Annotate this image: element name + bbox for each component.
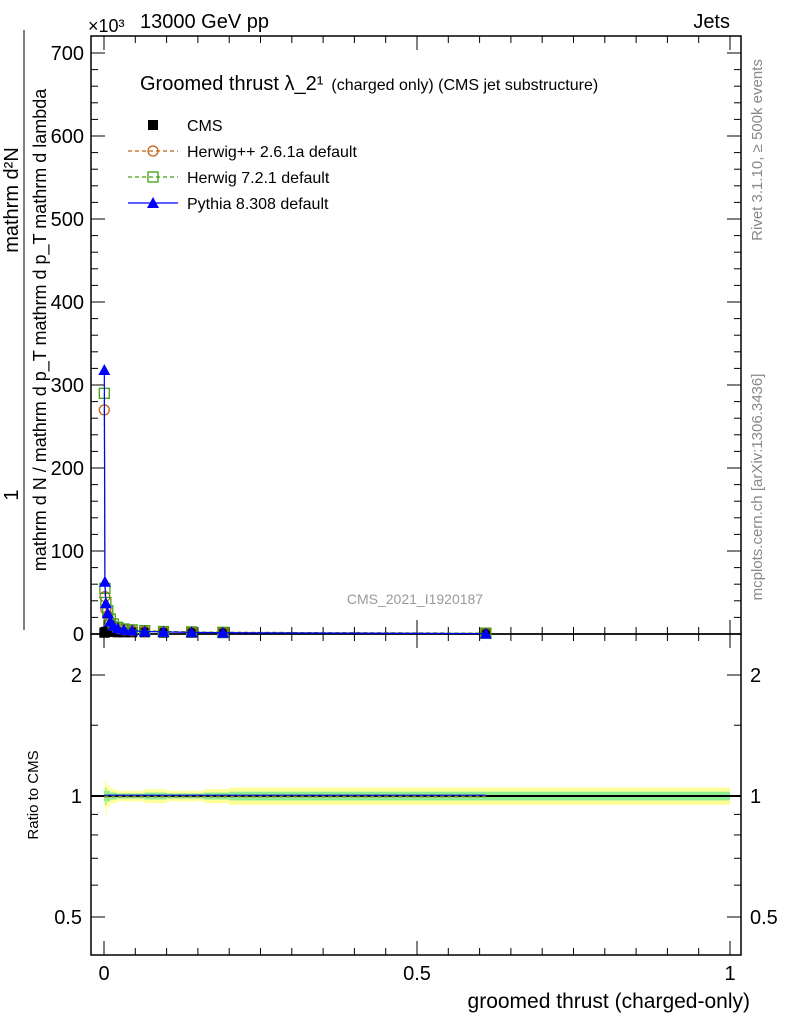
ratio-ylabel: Ratio to CMS <box>25 750 42 839</box>
ratio-y-tick-label-right: 2 <box>750 665 761 687</box>
y-tick-label: 300 <box>51 375 84 397</box>
x-tick-label: 0 <box>98 963 109 985</box>
ratio-y-tick-label: 2 <box>71 665 82 687</box>
y-tick-label: 600 <box>51 126 84 148</box>
header-left: 13000 GeV pp <box>140 11 269 33</box>
exponent-label: ×10³ <box>88 16 125 36</box>
y-axis-label: 1 mathrm d²N mathrm d N / mathrm d p_T m… <box>1 30 51 630</box>
x-tick-label: 1 <box>724 963 735 985</box>
data-point-3 <box>216 626 229 638</box>
legend-label: Herwig 7.2.1 default <box>187 170 330 187</box>
y-tick-label: 0 <box>73 624 84 646</box>
data-point-3 <box>98 575 111 587</box>
right-label-bottom: mcplots.cern.ch [arXiv:1306.3436] <box>749 374 766 601</box>
x-tick-label: 0.5 <box>403 963 431 985</box>
legend: CMS Herwig++ 2.6.1a default Herwig 7.2.1 d… <box>128 118 357 213</box>
ylabel-top: mathrm d²N <box>1 147 23 253</box>
legend-label: Pythia 8.308 default <box>187 196 329 213</box>
data-point-3 <box>157 625 170 637</box>
y-tick-label: 700 <box>51 43 84 65</box>
ratio-y-tick-label: 1 <box>71 786 82 808</box>
data-point-3 <box>99 597 112 609</box>
legend-marker <box>148 120 158 130</box>
data-point-3 <box>98 364 111 376</box>
ratio-y-tick-label-right: 1 <box>750 786 761 808</box>
watermark: CMS_2021_I1920187 <box>347 591 483 607</box>
legend-marker <box>147 145 159 157</box>
y-tick-label: 200 <box>51 458 84 480</box>
y-tick-label: 100 <box>51 541 84 563</box>
ratio-y-tick-label: 0.5 <box>54 907 82 929</box>
chart-title: Groomed thrust λ_2¹ (charged only) (CMS j… <box>140 73 598 95</box>
data-point-3 <box>126 624 139 636</box>
ratio-frame <box>90 633 742 956</box>
data-point-3 <box>185 626 198 638</box>
data-point-3 <box>101 607 114 619</box>
x-axis-label: groomed thrust (charged-only) <box>468 990 750 1013</box>
data-point-3 <box>479 627 492 639</box>
y-tick-label: 500 <box>51 209 84 231</box>
legend-label: Herwig++ 2.6.1a default <box>187 144 357 161</box>
legend-marker <box>147 171 159 183</box>
data-point-3 <box>118 623 131 635</box>
ylabel-one: 1 <box>1 489 23 500</box>
header-right: Jets <box>693 11 730 33</box>
ratio-y-tick-label-right: 0.5 <box>750 907 778 929</box>
y-tick-label: 400 <box>51 292 84 314</box>
legend-marker <box>147 197 159 208</box>
legend-label: CMS <box>187 118 223 135</box>
right-label-top: Rivet 3.1.10, ≥ 500k events <box>749 59 766 241</box>
ylabel-bottom: mathrm d N / mathrm d p_T mathrm d p_T m… <box>30 88 51 571</box>
data-point-3 <box>138 625 151 637</box>
